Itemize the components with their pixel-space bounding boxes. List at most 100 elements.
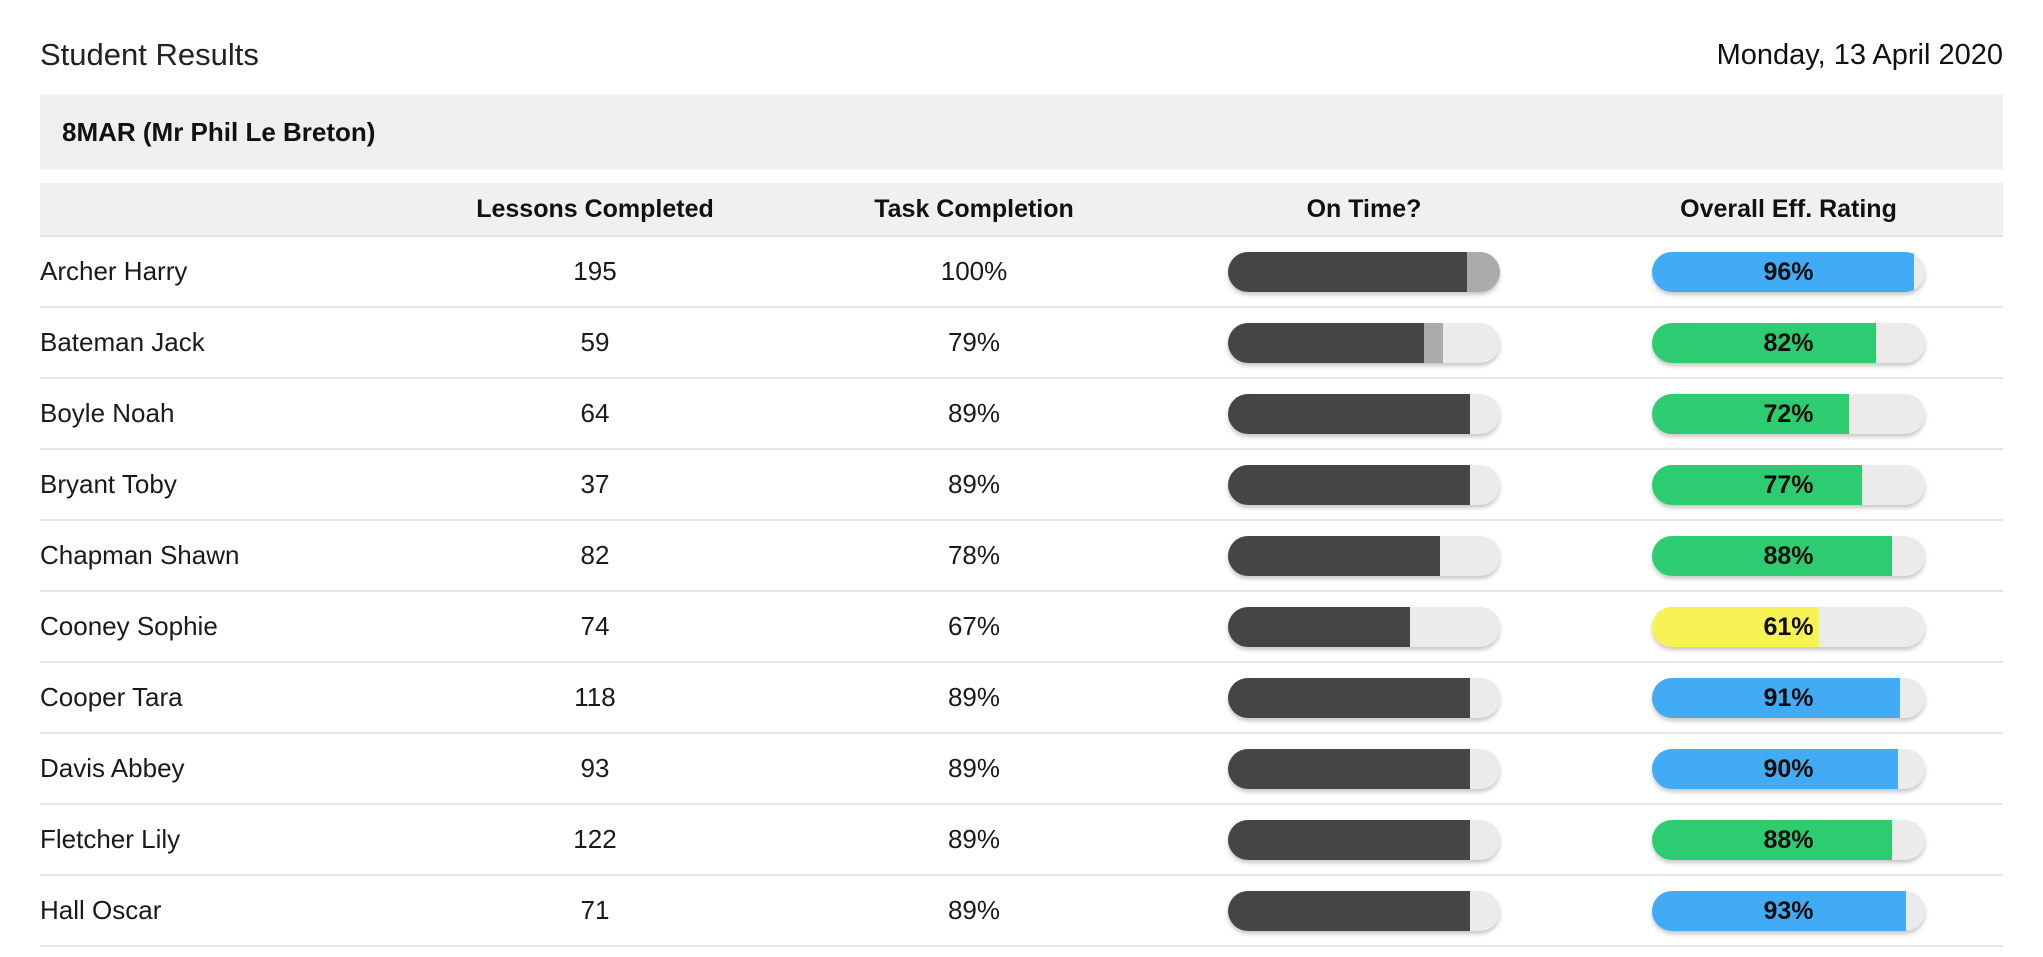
rating-bar: 90% xyxy=(1652,748,1925,789)
on-time-fill xyxy=(1228,535,1441,576)
student-name: Archer Harry xyxy=(40,256,188,286)
on-time-fill xyxy=(1228,890,1471,931)
student-name: Cooney Sophie xyxy=(40,611,218,641)
col-header-on-time: On Time? xyxy=(1306,194,1422,223)
class-header-band: 8MAR (Mr Phil Le Breton) xyxy=(40,94,2003,170)
lessons-completed-value: 74 xyxy=(580,611,610,641)
rating-label: 88% xyxy=(1763,825,1814,854)
rating-bar: 77% xyxy=(1652,464,1925,505)
table-row: Bateman Jack 59 79% 82% xyxy=(40,308,2003,379)
rating-fill xyxy=(1652,251,1915,292)
rating-label: 61% xyxy=(1763,612,1814,641)
student-name: Bryant Toby xyxy=(40,469,177,499)
on-time-fill xyxy=(1228,606,1411,647)
on-time-bar xyxy=(1228,677,1500,718)
student-name: Chapman Shawn xyxy=(40,540,240,570)
rating-fill xyxy=(1652,393,1849,434)
task-completion-value: 89% xyxy=(947,824,1001,854)
rating-fill xyxy=(1652,464,1863,505)
rating-label: 88% xyxy=(1763,541,1814,570)
rating-label: 91% xyxy=(1763,683,1814,712)
task-completion-value: 89% xyxy=(947,895,1001,925)
table-row: Hall Oscar 71 89% 93% xyxy=(40,876,2003,947)
student-name: Boyle Noah xyxy=(40,398,175,428)
task-completion-value: 100% xyxy=(940,256,1008,286)
on-time-fill xyxy=(1228,464,1471,505)
on-time-bar xyxy=(1228,322,1500,363)
rating-fill xyxy=(1652,890,1906,931)
on-time-bar xyxy=(1228,819,1500,860)
on-time-fill xyxy=(1228,748,1471,789)
rating-bar: 91% xyxy=(1652,677,1925,718)
student-name: Hall Oscar xyxy=(40,895,162,925)
rating-fill xyxy=(1652,819,1893,860)
task-completion-value: 89% xyxy=(947,469,1001,499)
class-header-label: 8MAR (Mr Phil Le Breton) xyxy=(62,116,376,147)
table-row: Cooney Sophie 74 67% 61% xyxy=(40,592,2003,663)
on-time-bar xyxy=(1228,464,1500,505)
page-header: Student Results Monday, 13 April 2020 xyxy=(40,0,2003,78)
rating-bar: 88% xyxy=(1652,819,1925,860)
lessons-completed-value: 82 xyxy=(580,540,610,570)
on-time-fill xyxy=(1228,677,1471,718)
table-row: Archer Harry 195 100% 96% xyxy=(40,237,2003,308)
table-row: Cooper Tara 118 89% 91% xyxy=(40,663,2003,734)
task-completion-value: 78% xyxy=(947,540,1001,570)
lessons-completed-value: 64 xyxy=(580,398,610,428)
rating-bar: 72% xyxy=(1652,393,1925,434)
rating-label: 93% xyxy=(1763,896,1814,925)
table-header-row: Lessons Completed Task Completion On Tim… xyxy=(40,183,2003,237)
lessons-completed-value: 71 xyxy=(580,895,610,925)
col-header-lessons-completed: Lessons Completed xyxy=(476,194,714,223)
rating-label: 90% xyxy=(1763,754,1814,783)
rating-fill xyxy=(1652,677,1901,718)
rating-label: 72% xyxy=(1763,399,1814,428)
page-title: Student Results xyxy=(40,37,259,72)
on-time-fill xyxy=(1228,251,1468,292)
task-completion-value: 89% xyxy=(947,682,1001,712)
table-row: Boyle Noah 64 89% 72% xyxy=(40,379,2003,450)
lessons-completed-value: 122 xyxy=(573,824,617,854)
table-row: Chapman Shawn 82 78% 88% xyxy=(40,521,2003,592)
on-time-bar xyxy=(1228,890,1500,931)
on-time-bar xyxy=(1228,535,1500,576)
on-time-fill xyxy=(1228,819,1471,860)
table-row xyxy=(40,947,2003,957)
rating-bar: 93% xyxy=(1652,890,1925,931)
results-table-body: Archer Harry 195 100% 96% Bateman Jack 5… xyxy=(40,237,2003,957)
rating-bar: 61% xyxy=(1652,606,1925,647)
table-row: Davis Abbey 93 89% 90% xyxy=(40,734,2003,805)
report-date: Monday, 13 April 2020 xyxy=(1716,39,2003,71)
on-time-late-fill xyxy=(1423,322,1443,363)
lessons-completed-value: 37 xyxy=(580,469,610,499)
task-completion-value: 67% xyxy=(947,611,1001,641)
rating-fill xyxy=(1652,535,1893,576)
student-name: Cooper Tara xyxy=(40,682,183,712)
col-header-overall-eff-rating: Overall Eff. Rating xyxy=(1680,194,1897,223)
rating-fill xyxy=(1652,748,1898,789)
student-name: Bateman Jack xyxy=(40,327,205,357)
on-time-late-fill xyxy=(1467,251,1500,292)
table-row: Bryant Toby 37 89% 77% xyxy=(40,450,2003,521)
on-time-bar xyxy=(1228,606,1500,647)
task-completion-value: 89% xyxy=(947,753,1001,783)
lessons-completed-value: 118 xyxy=(574,682,616,712)
rating-label: 96% xyxy=(1763,257,1814,286)
lessons-completed-value: 59 xyxy=(580,327,610,357)
rating-bar: 88% xyxy=(1652,535,1925,576)
task-completion-value: 79% xyxy=(947,327,1001,357)
rating-label: 77% xyxy=(1763,470,1814,499)
col-header-task-completion: Task Completion xyxy=(874,194,1074,223)
on-time-bar xyxy=(1228,251,1500,292)
on-time-fill xyxy=(1228,322,1424,363)
student-name: Davis Abbey xyxy=(40,753,185,783)
rating-label: 82% xyxy=(1763,328,1814,357)
student-name: Fletcher Lily xyxy=(40,824,181,854)
task-completion-value: 89% xyxy=(947,398,1001,428)
rating-fill xyxy=(1652,322,1876,363)
rating-bar: 96% xyxy=(1652,251,1925,292)
table-row: Fletcher Lily 122 89% 88% xyxy=(40,805,2003,876)
lessons-completed-value: 195 xyxy=(573,256,617,286)
on-time-fill xyxy=(1228,393,1471,434)
